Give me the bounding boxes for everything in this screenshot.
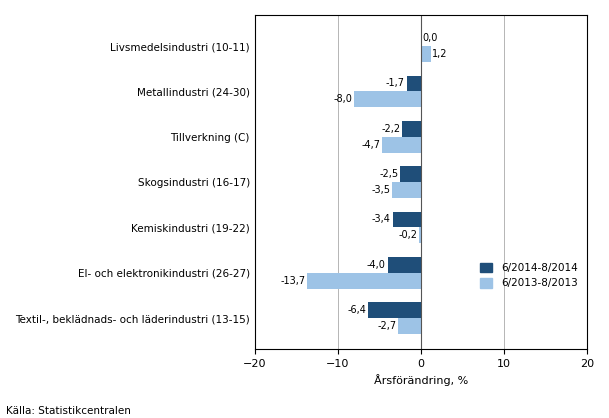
Legend: 6/2014-8/2014, 6/2013-8/2013: 6/2014-8/2014, 6/2013-8/2013 <box>476 259 582 293</box>
Text: -8,0: -8,0 <box>334 94 353 104</box>
Bar <box>403 121 421 137</box>
Text: -3,5: -3,5 <box>371 185 390 195</box>
Text: 0,0: 0,0 <box>423 33 438 43</box>
Text: -4,0: -4,0 <box>367 260 386 270</box>
X-axis label: Årsförändring, %: Årsförändring, % <box>374 375 468 386</box>
Bar <box>387 257 421 273</box>
Bar <box>354 92 421 107</box>
Text: -2,7: -2,7 <box>378 321 396 331</box>
Text: -4,7: -4,7 <box>361 140 380 150</box>
Bar <box>407 76 421 92</box>
Bar <box>393 212 421 227</box>
Text: 1,2: 1,2 <box>432 49 448 59</box>
Text: -3,4: -3,4 <box>372 214 391 224</box>
Text: -2,2: -2,2 <box>382 124 401 134</box>
Text: Källa: Statistikcentralen: Källa: Statistikcentralen <box>6 406 131 416</box>
Bar <box>382 137 421 153</box>
Bar <box>419 227 421 243</box>
Bar <box>421 46 431 62</box>
Bar <box>392 182 421 198</box>
Text: -13,7: -13,7 <box>280 275 305 285</box>
Text: -2,5: -2,5 <box>379 169 398 179</box>
Bar <box>368 302 421 318</box>
Text: -6,4: -6,4 <box>347 305 366 315</box>
Bar <box>307 273 421 288</box>
Bar <box>398 318 421 334</box>
Text: -0,2: -0,2 <box>398 230 417 240</box>
Bar <box>400 166 421 182</box>
Text: -1,7: -1,7 <box>386 79 405 89</box>
